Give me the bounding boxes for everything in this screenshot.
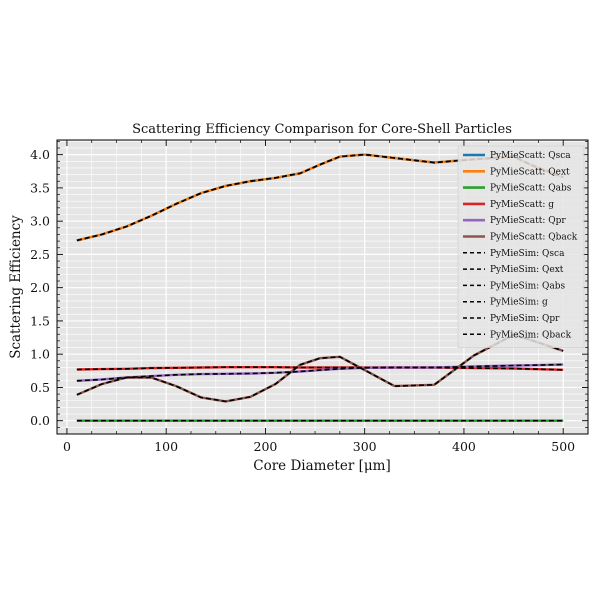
ticks-layer: 0 100 200 300 400 500 0.0 0.5 1.0 1.5 2.0 2.5 3.0 3.5… bbox=[30, 140, 589, 454]
legend-label-12: PyMieSim: Qback bbox=[490, 330, 572, 340]
x-tick-label: 500 bbox=[551, 439, 575, 454]
y-tick-label: 2.5 bbox=[30, 247, 50, 262]
x-tick-label: 400 bbox=[452, 439, 476, 454]
x-tick-label: 100 bbox=[154, 439, 178, 454]
y-tick-label: 0.5 bbox=[30, 380, 50, 395]
x-tick-label: 0 bbox=[63, 439, 71, 454]
legend-box bbox=[457, 145, 585, 348]
legend-label-11: PyMieSim: Qpr bbox=[490, 314, 560, 324]
y-tick-label: 1.0 bbox=[30, 347, 50, 362]
plot-frame bbox=[56, 139, 589, 435]
y-tick-label: 4.0 bbox=[30, 147, 50, 162]
legend-label-1: PyMieScatt: Qsca bbox=[490, 151, 571, 161]
legend-label-8: PyMieSim: Qext bbox=[490, 265, 564, 275]
series-line-11 bbox=[76, 363, 564, 382]
y-tick-label: 1.5 bbox=[30, 313, 50, 328]
x-tick-label: 300 bbox=[353, 439, 377, 454]
legend-label-6: PyMieScatt: Qback bbox=[490, 233, 578, 243]
y-tick-label: 0.0 bbox=[30, 413, 50, 428]
legend-label-2: PyMieScatt: Qext bbox=[490, 167, 570, 177]
y-axis-label: Scattering Efficiency bbox=[8, 215, 24, 359]
y-tick-label: 2.0 bbox=[30, 280, 50, 295]
x-tick-label: 200 bbox=[254, 439, 278, 454]
chart-title: Scattering Efficiency Comparison for Cor… bbox=[132, 122, 512, 137]
legend-label-10: PyMieSim: g bbox=[490, 298, 548, 308]
legend-label-4: PyMieScatt: g bbox=[490, 200, 554, 210]
x-axis-label: Core Diameter [μm] bbox=[253, 458, 390, 474]
legend-label-5: PyMieScatt: Qpr bbox=[490, 216, 566, 226]
series-line-12 bbox=[76, 334, 564, 403]
y-tick-label: 3.0 bbox=[30, 214, 50, 229]
legend: PyMieScatt: Qsca PyMieScatt: Qext PyMieSca… bbox=[457, 145, 585, 348]
legend-label-7: PyMieSim: Qsca bbox=[490, 249, 565, 259]
series-line-10 bbox=[76, 366, 564, 371]
legend-label-9: PyMieSim: Qabs bbox=[490, 281, 566, 291]
legend-label-3: PyMieScatt: Qabs bbox=[490, 184, 572, 194]
y-tick-label: 3.5 bbox=[30, 180, 50, 195]
